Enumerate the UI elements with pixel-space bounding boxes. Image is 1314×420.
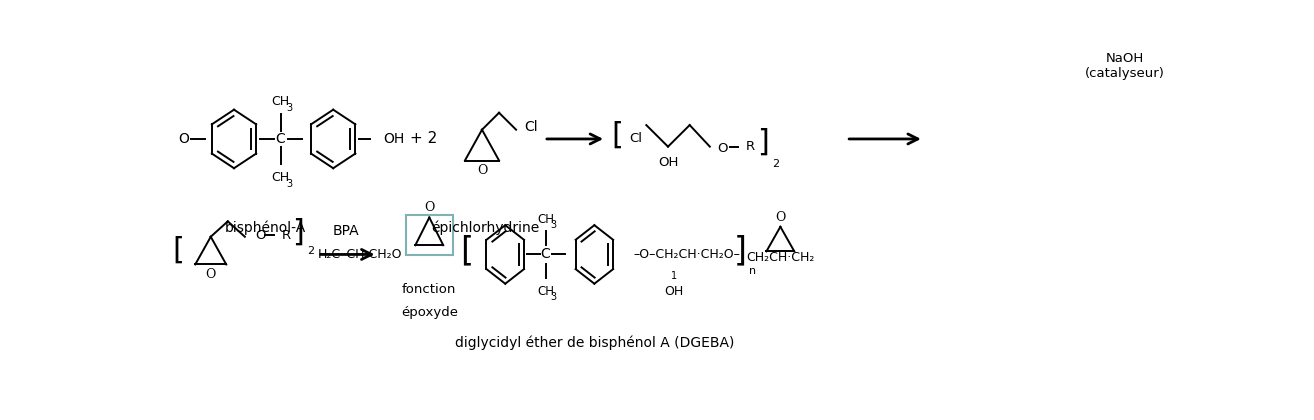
Text: CH: CH: [537, 285, 555, 298]
Text: OH: OH: [382, 132, 403, 146]
Text: ]: ]: [757, 128, 769, 157]
Text: O: O: [179, 132, 189, 146]
Text: ]: ]: [292, 218, 304, 247]
Text: CH: CH: [272, 95, 289, 108]
Text: [: [: [612, 121, 624, 150]
Text: ]: ]: [735, 234, 746, 267]
Text: O: O: [775, 211, 786, 223]
Text: O: O: [255, 229, 265, 241]
Text: –O–CH₂CH·CH₂O–: –O–CH₂CH·CH₂O–: [633, 248, 740, 261]
Text: H₂C–CH·CH₂O: H₂C–CH·CH₂O: [318, 248, 402, 261]
Text: NaOH
(catalyseur): NaOH (catalyseur): [1085, 52, 1166, 80]
Text: O: O: [205, 268, 215, 281]
Text: R: R: [281, 229, 290, 241]
Text: BPA: BPA: [332, 224, 360, 238]
Text: 3: 3: [551, 292, 556, 302]
Text: R: R: [745, 140, 754, 153]
Text: OH: OH: [658, 155, 678, 168]
Text: époxyde: époxyde: [401, 306, 457, 319]
Text: CH₂CH·CH₂: CH₂CH·CH₂: [746, 251, 815, 264]
Text: + 2: + 2: [410, 131, 438, 147]
Text: 3: 3: [286, 178, 293, 189]
Text: CH: CH: [272, 171, 289, 184]
Text: OH: OH: [665, 285, 683, 298]
Text: O: O: [424, 202, 435, 214]
Text: 2: 2: [307, 246, 314, 256]
Text: 2: 2: [771, 159, 779, 168]
Text: Cl: Cl: [629, 132, 643, 145]
Text: 3: 3: [551, 220, 556, 230]
Text: CH: CH: [537, 213, 555, 226]
Text: [: [: [172, 236, 184, 265]
Text: O: O: [717, 142, 728, 155]
Text: 3: 3: [286, 103, 293, 113]
Text: 1: 1: [671, 271, 677, 281]
Text: O: O: [477, 164, 487, 176]
Text: diglycidyl éther de bisphénol A (DGEBA): diglycidyl éther de bisphénol A (DGEBA): [455, 336, 735, 350]
Text: C: C: [276, 132, 285, 146]
Text: n: n: [749, 266, 757, 276]
Text: Cl: Cl: [524, 120, 539, 134]
Text: fonction: fonction: [402, 283, 456, 296]
Text: épichlorhydrine: épichlorhydrine: [432, 220, 540, 235]
Text: [: [: [460, 234, 473, 267]
Text: bisphénol-A: bisphénol-A: [225, 220, 306, 235]
Text: C: C: [540, 247, 551, 261]
